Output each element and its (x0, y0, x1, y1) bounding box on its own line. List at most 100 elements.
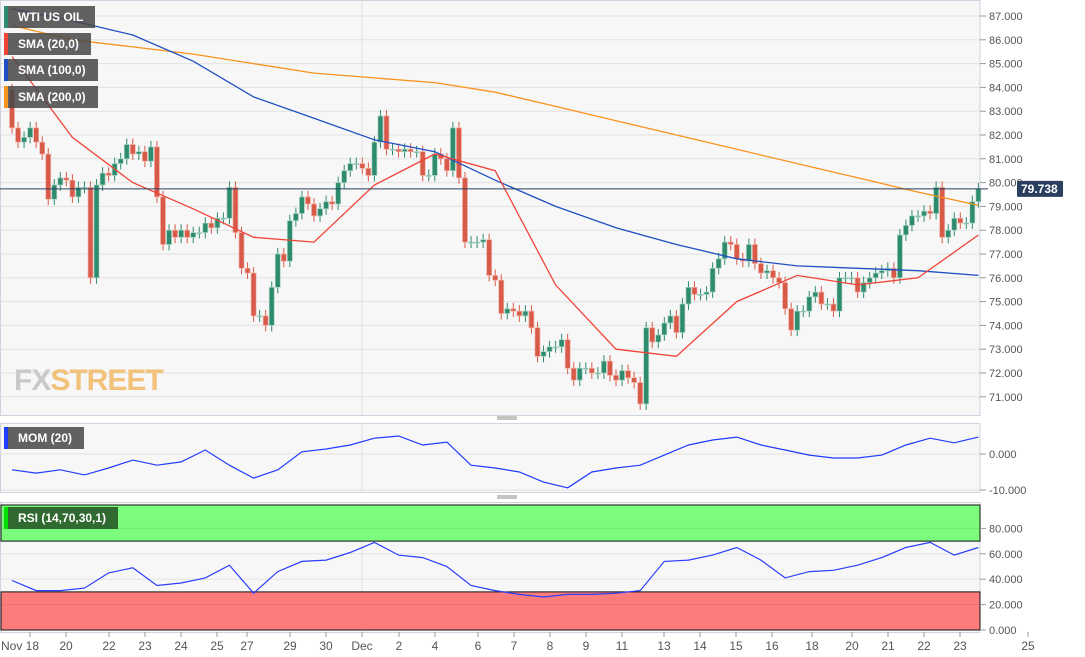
candle-body (721, 241, 728, 260)
candle (540, 345, 547, 363)
candle-body (933, 187, 939, 214)
candle (341, 164, 348, 189)
y-tick-label: 73.000 (989, 344, 1023, 356)
candle-body (105, 172, 112, 176)
candle (299, 190, 305, 220)
candle (552, 340, 559, 353)
rsi-line (11, 541, 979, 598)
candle-body (727, 241, 734, 245)
candle-body (21, 137, 27, 143)
candle (75, 181, 82, 203)
candle (830, 298, 837, 318)
candle (142, 145, 148, 168)
candle (63, 171, 70, 187)
candle (969, 195, 976, 230)
legend-swatch (4, 507, 8, 529)
candle (673, 309, 680, 339)
candle-body (172, 229, 178, 238)
candle-body (685, 286, 692, 305)
candle (915, 209, 921, 222)
candle (468, 236, 474, 249)
candle-body (299, 196, 305, 214)
candle-body (311, 203, 317, 217)
legend-sma20[interactable]: SMA (20,0) (4, 33, 91, 55)
candle (160, 190, 166, 251)
candle-body (33, 127, 40, 143)
candle (897, 229, 903, 284)
candle (293, 207, 299, 227)
candle-body (250, 272, 257, 317)
candle-body (268, 286, 275, 326)
candle (262, 309, 269, 332)
candle (679, 298, 686, 339)
candle-body (63, 177, 70, 181)
legend-sma100[interactable]: SMA (100,0) (4, 59, 98, 81)
candle-body (860, 282, 867, 293)
candle-body (897, 234, 903, 279)
candle (166, 224, 172, 251)
candle-body (800, 310, 807, 313)
x-tick-label: 20 (845, 639, 859, 653)
candle-body (371, 141, 378, 176)
candle (921, 205, 927, 222)
candle (933, 181, 939, 220)
candle-body (552, 346, 559, 349)
candle-body (746, 244, 752, 262)
y-tick-label: 0.000 (989, 625, 1017, 637)
x-tick-label: 22 (917, 639, 931, 653)
x-tick-label: 21 (881, 639, 895, 653)
candle (135, 145, 142, 160)
candle (794, 305, 801, 337)
candle (87, 181, 94, 284)
y-tick-label: 76.000 (989, 273, 1023, 285)
candle-body (75, 187, 82, 198)
legend-rsi[interactable]: RSI (14,70,30,1) (4, 507, 119, 529)
candle-body (836, 277, 843, 312)
candle-body (812, 291, 819, 298)
candle (178, 224, 184, 244)
candle-body (208, 222, 215, 229)
legend-sma200[interactable]: SMA (200,0) (4, 86, 98, 108)
candle (256, 309, 263, 322)
candle (534, 321, 541, 363)
candle-body (540, 351, 547, 357)
legend-mom[interactable]: MOM (20) (4, 427, 84, 449)
y-tick-label: 74.000 (989, 320, 1023, 332)
candle (558, 333, 565, 353)
candle (836, 271, 843, 318)
candle-body (866, 277, 873, 283)
candle (878, 264, 885, 279)
candle-body (93, 184, 100, 279)
candle-body (588, 367, 595, 374)
candle-body (244, 267, 251, 274)
candle-body (178, 229, 184, 238)
candle (582, 362, 589, 375)
legend-wti[interactable]: WTI US OIL (4, 6, 96, 28)
legend-swatch (4, 59, 8, 81)
candle-body (655, 334, 662, 343)
y-tick-label: 86.000 (989, 35, 1023, 47)
legend-label: MOM (20) (18, 431, 72, 445)
candle (311, 198, 317, 222)
candle-body (558, 339, 565, 348)
candle-body (963, 222, 970, 225)
candle-body (927, 210, 933, 214)
y-tick-label: 81.000 (989, 154, 1023, 166)
candle-body (697, 294, 704, 296)
x-tick-label: 27 (240, 639, 254, 653)
candle-body (39, 141, 46, 155)
candle-body (365, 167, 372, 176)
candle (480, 233, 486, 249)
candle-body (909, 215, 915, 226)
candle (613, 369, 619, 387)
candle-body (232, 187, 239, 233)
candle-body (341, 170, 348, 183)
candle-body (87, 187, 94, 279)
candle (371, 136, 378, 182)
candle-body (595, 372, 601, 375)
candle-body (570, 367, 577, 381)
candle (764, 264, 770, 279)
y-tick-label: 82.000 (989, 130, 1023, 142)
